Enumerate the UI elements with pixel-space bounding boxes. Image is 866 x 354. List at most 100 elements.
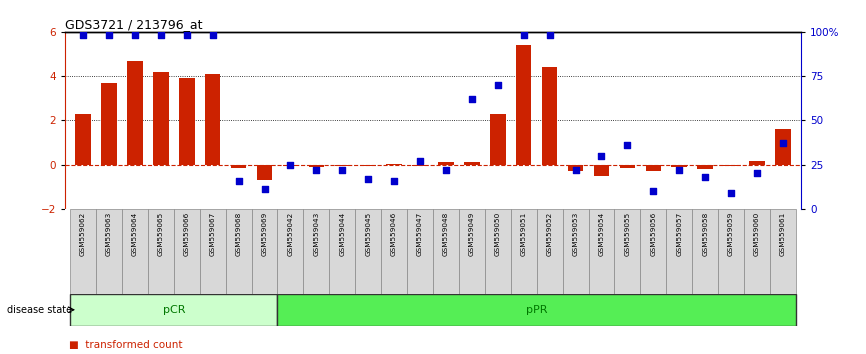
Point — [750, 171, 764, 176]
Text: GSM559043: GSM559043 — [313, 211, 320, 256]
Bar — [537, 209, 563, 294]
Bar — [200, 209, 226, 294]
Bar — [355, 209, 381, 294]
Bar — [303, 209, 329, 294]
Point — [595, 153, 609, 159]
Bar — [464, 162, 480, 165]
Point — [672, 167, 686, 173]
Text: GSM559062: GSM559062 — [80, 211, 86, 256]
Point — [724, 190, 738, 196]
Point — [335, 167, 349, 173]
Bar — [589, 209, 615, 294]
Text: GSM559069: GSM559069 — [262, 211, 268, 256]
Point — [180, 33, 194, 38]
Text: GSM559050: GSM559050 — [494, 211, 501, 256]
Bar — [308, 165, 324, 167]
Text: GSM559054: GSM559054 — [598, 211, 604, 256]
Point — [646, 188, 660, 194]
Bar — [122, 209, 148, 294]
Point — [491, 82, 505, 88]
Point — [387, 178, 401, 183]
Bar — [407, 209, 433, 294]
Point — [439, 167, 453, 173]
Text: GSM559061: GSM559061 — [780, 211, 786, 256]
Bar — [485, 209, 511, 294]
Text: GSM559047: GSM559047 — [417, 211, 423, 256]
Point — [76, 33, 90, 38]
Bar — [433, 209, 459, 294]
Bar — [153, 72, 169, 165]
Point — [102, 33, 116, 38]
Point — [465, 96, 479, 102]
Bar — [174, 209, 200, 294]
Text: GSM559065: GSM559065 — [158, 211, 164, 256]
Point — [543, 33, 557, 38]
Text: GSM559063: GSM559063 — [106, 211, 112, 256]
Bar — [459, 209, 485, 294]
Bar — [718, 209, 744, 294]
Text: GSM559046: GSM559046 — [391, 211, 397, 256]
Bar — [282, 165, 298, 166]
Point — [569, 167, 583, 173]
Bar — [329, 209, 355, 294]
Text: pCR: pCR — [163, 305, 185, 315]
Text: ■  transformed count: ■ transformed count — [69, 340, 183, 350]
Text: GSM559049: GSM559049 — [469, 211, 475, 256]
Bar — [70, 209, 96, 294]
Text: GSM559060: GSM559060 — [754, 211, 760, 256]
Bar — [671, 165, 687, 167]
Bar — [615, 209, 640, 294]
Bar — [723, 165, 739, 166]
Text: GSM559058: GSM559058 — [702, 211, 708, 256]
Bar — [542, 67, 558, 165]
Bar — [412, 165, 428, 166]
Bar — [101, 83, 117, 165]
Bar — [511, 209, 537, 294]
Bar — [697, 165, 713, 169]
Text: pPR: pPR — [526, 305, 547, 315]
Bar — [640, 209, 666, 294]
Point — [154, 33, 168, 38]
Text: GDS3721 / 213796_at: GDS3721 / 213796_at — [65, 18, 203, 31]
Bar — [744, 209, 770, 294]
Bar — [231, 165, 247, 168]
Text: GSM559044: GSM559044 — [339, 211, 346, 256]
Point — [776, 141, 790, 146]
Text: GSM559045: GSM559045 — [365, 211, 372, 256]
Bar — [75, 114, 91, 165]
Bar — [645, 165, 661, 171]
Bar — [226, 209, 251, 294]
Text: GSM559048: GSM559048 — [443, 211, 449, 256]
Point — [206, 33, 220, 38]
Bar — [692, 209, 718, 294]
Point — [517, 33, 531, 38]
Text: GSM559042: GSM559042 — [288, 211, 294, 256]
Point — [698, 174, 712, 180]
Text: GSM559059: GSM559059 — [728, 211, 734, 256]
Bar — [277, 294, 796, 326]
Bar — [381, 209, 407, 294]
Bar — [619, 165, 635, 168]
Bar — [256, 165, 272, 180]
Point — [128, 33, 142, 38]
Point — [413, 158, 427, 164]
Point — [257, 187, 271, 192]
Point — [309, 167, 323, 173]
Text: GSM559068: GSM559068 — [236, 211, 242, 256]
Bar — [96, 209, 122, 294]
Text: GSM559067: GSM559067 — [210, 211, 216, 256]
Text: GSM559064: GSM559064 — [132, 211, 138, 256]
Text: GSM559053: GSM559053 — [572, 211, 578, 256]
Text: GSM559051: GSM559051 — [520, 211, 527, 256]
Point — [283, 162, 297, 167]
Bar — [70, 294, 277, 326]
Text: GSM559057: GSM559057 — [676, 211, 682, 256]
Bar — [277, 209, 303, 294]
Bar — [568, 165, 584, 171]
Text: GSM559055: GSM559055 — [624, 211, 630, 256]
Bar — [251, 209, 277, 294]
Bar — [179, 78, 195, 165]
Bar — [594, 165, 610, 176]
Text: disease state: disease state — [7, 305, 72, 315]
Bar — [666, 209, 692, 294]
